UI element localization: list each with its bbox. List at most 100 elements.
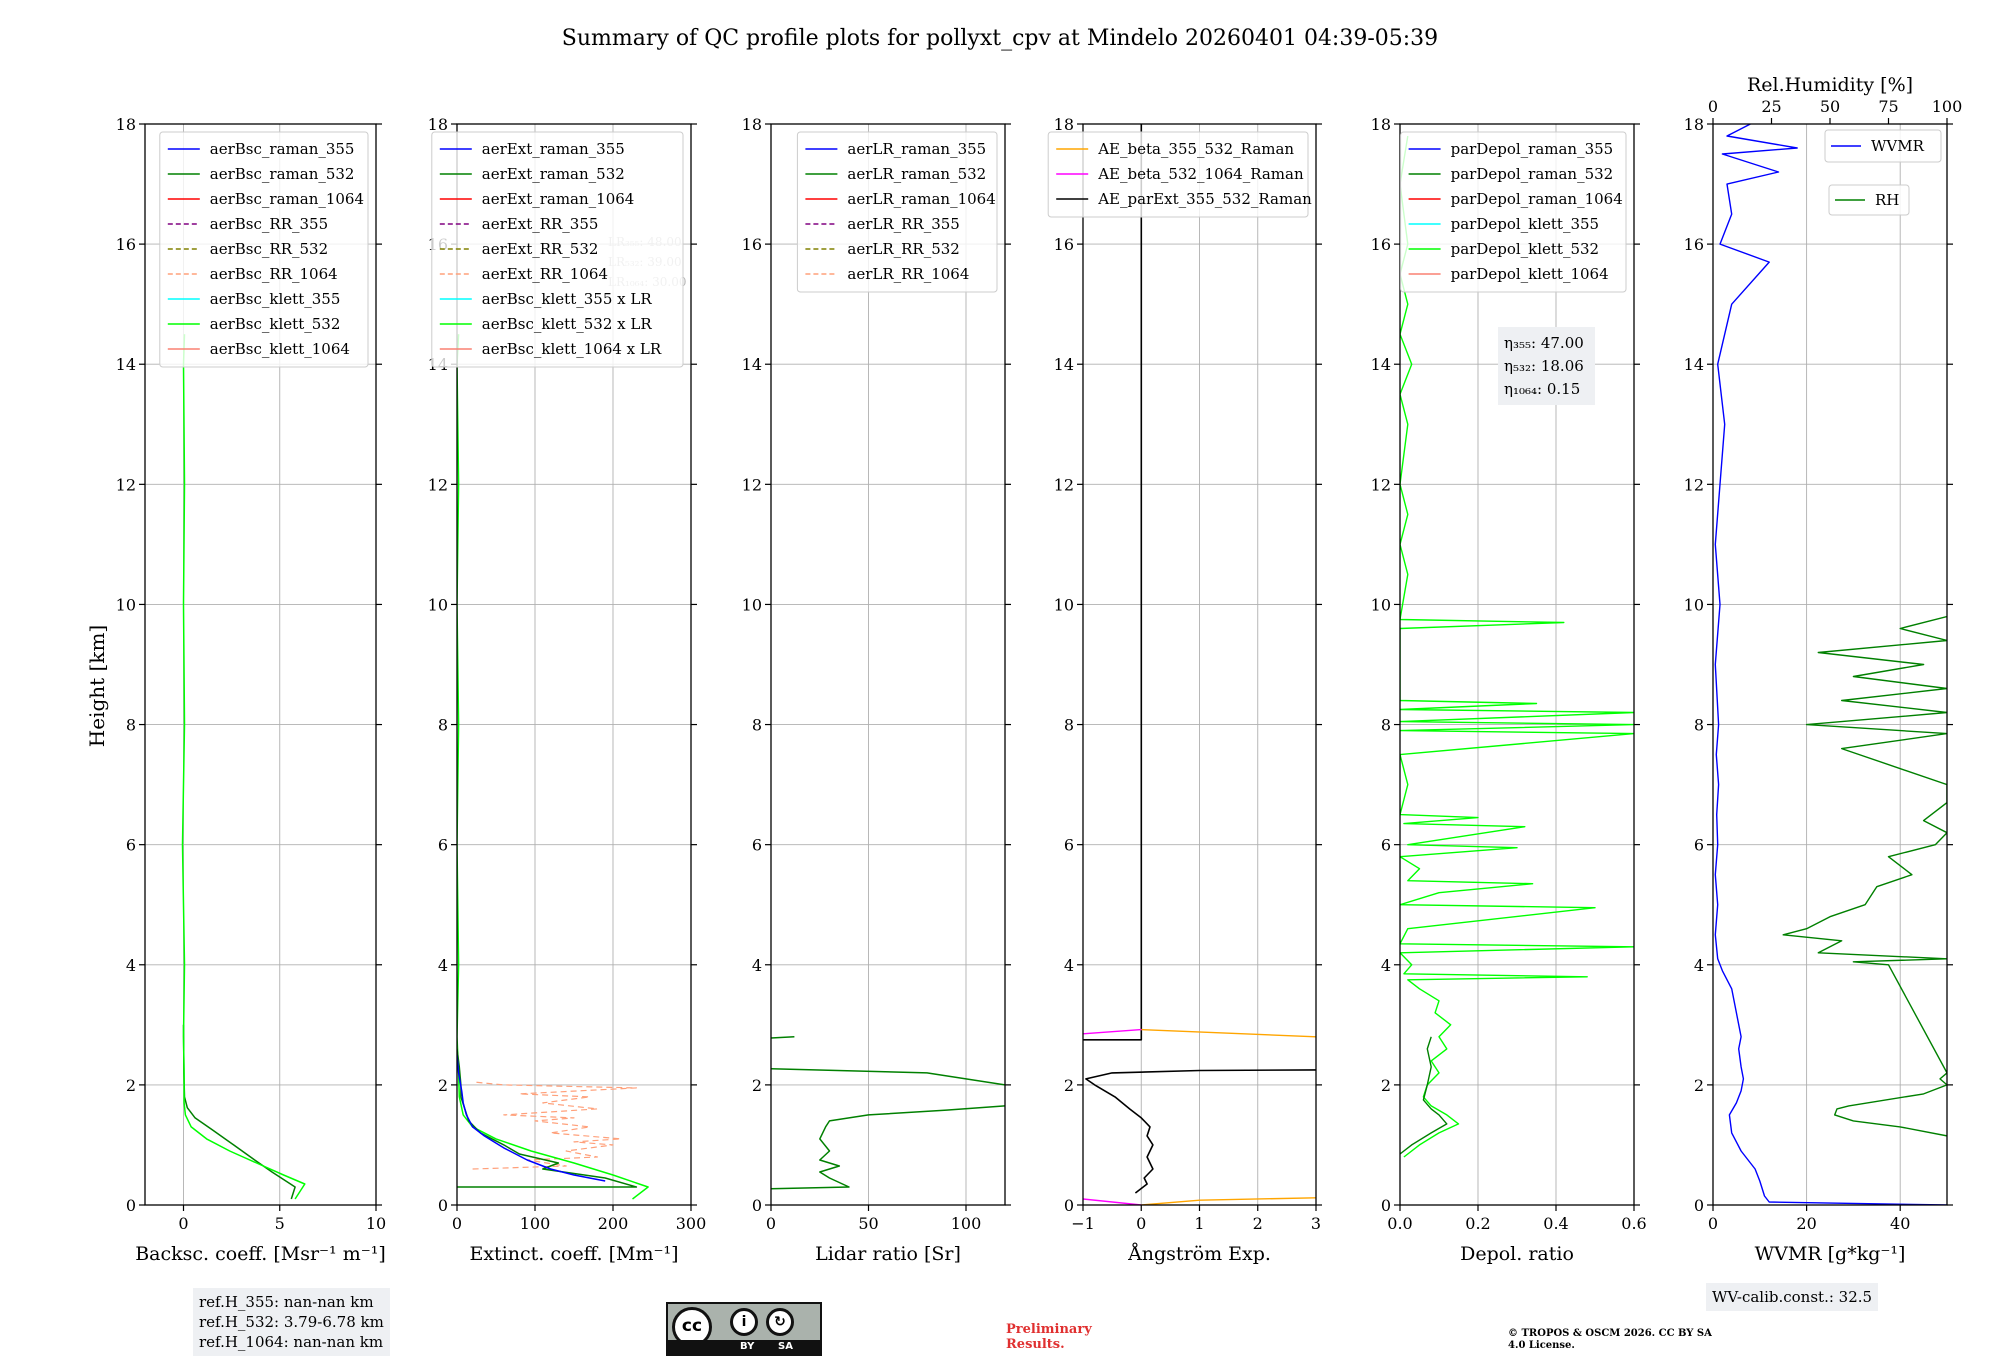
series-AE_parExt_355_532_Raman <box>1085 1069 1316 1194</box>
wv-calibration-box: WV-calib.const.: 32.5 <box>1706 1283 1879 1311</box>
legend-label: aerBsc_raman_1064 <box>210 190 364 208</box>
legend-box <box>796 131 998 293</box>
x-tick-label: 0 <box>452 1214 462 1233</box>
legend-label: aerLR_raman_1064 <box>847 190 995 208</box>
series-AE_parExt_355_532_Raman_upper <box>1083 124 1143 1041</box>
preliminary-results-note: Preliminary Results. <box>1006 1322 1092 1352</box>
legend-box <box>1047 131 1309 218</box>
legend-label: aerBsc_raman_355 <box>210 140 355 158</box>
series-aerLR_raman_532_top <box>771 1036 795 1039</box>
y-tick-label: 2 <box>1694 1076 1704 1095</box>
y-tick-label: 6 <box>752 836 762 855</box>
legend-label: aerExt_raman_355 <box>482 140 625 158</box>
x-tick-label: 100 <box>951 1214 982 1233</box>
legend-label: aerLR_raman_532 <box>847 165 986 183</box>
x-tick-label: 2 <box>1253 1214 1263 1233</box>
x-axis-label: Depol. ratio <box>1460 1243 1574 1265</box>
legend-label: aerBsc_klett_532 x LR <box>482 315 653 333</box>
y-tick-label: 8 <box>126 716 136 735</box>
x-tick-label: 50 <box>858 1214 878 1233</box>
series-RH <box>1782 615 1947 1137</box>
legend-label: aerBsc_klett_532 <box>210 315 341 333</box>
y-tick-label: 14 <box>116 355 136 374</box>
y-tick-label: 12 <box>742 475 762 494</box>
y-tick-label: 12 <box>1371 475 1391 494</box>
y-tick-label: 14 <box>1684 355 1704 374</box>
legend-label: parDepol_klett_355 <box>1451 215 1600 233</box>
y-tick-label: 0 <box>1694 1196 1704 1215</box>
legend-box <box>431 131 684 368</box>
y-tick-label: 18 <box>1371 115 1391 134</box>
x-axis-label: Extinct. coeff. [Mm⁻¹] <box>469 1243 678 1265</box>
panel-backscatter: 0 2 4 6 8 10 12 14 16 18 0 5 10 Backsc. coeff. [Msr⁻¹… <box>116 115 387 1265</box>
legend-label: aerExt_RR_532 <box>482 240 599 258</box>
y-tick-label: 18 <box>116 115 136 134</box>
legend-label: aerExt_RR_355 <box>482 215 599 233</box>
x2-tick-label: 0 <box>1708 97 1718 116</box>
legend-label: parDepol_klett_1064 <box>1451 265 1609 283</box>
y-tick-label: 10 <box>1371 595 1391 614</box>
sa-label: SA <box>778 1341 793 1352</box>
copyright-note: © TROPOS & OSCM 2026. CC BY SA 4.0 Licen… <box>1508 1328 1712 1351</box>
legend-label: aerLR_RR_355 <box>847 215 959 233</box>
attribution-icon: i <box>730 1308 758 1336</box>
y-tick-label: 2 <box>1064 1076 1074 1095</box>
x-axis-label: WVMR [g*kg⁻¹] <box>1755 1243 1906 1265</box>
legend-box <box>1824 129 1942 163</box>
y-tick-label: 18 <box>428 115 448 134</box>
y-tick-label: 14 <box>1054 355 1074 374</box>
y-tick-label: 2 <box>1381 1076 1391 1095</box>
y-tick-label: 16 <box>1371 235 1391 254</box>
series-parDepol_klett_532 <box>1400 135 1634 1158</box>
x-tick-label: 0 <box>766 1214 776 1233</box>
legend-label: AE_beta_355_532_Raman <box>1097 140 1294 158</box>
x-tick-label: 0.0 <box>1387 1214 1412 1233</box>
ref-height-1064: ref.H_1064: nan-nan km <box>199 1333 384 1351</box>
y-tick-label: 16 <box>742 235 762 254</box>
y-tick-label: 6 <box>1381 836 1391 855</box>
y-tick-label: 0 <box>1381 1196 1391 1215</box>
y-tick-label: 8 <box>1694 716 1704 735</box>
series-AE_beta_355_532_Raman_upper <box>1141 1028 1316 1038</box>
series-aerBsc_klett_532 x LR <box>457 334 649 1200</box>
series-AE_beta_532_1064_Raman_upper <box>1083 1028 1142 1035</box>
x-tick-label: 100 <box>520 1214 551 1233</box>
y-tick-label: 6 <box>126 836 136 855</box>
x2-tick-label: 100 <box>1932 97 1963 116</box>
legend-label: AE_beta_532_1064_Raman <box>1097 165 1304 183</box>
legend-label: aerLR_RR_1064 <box>847 265 969 283</box>
x2-tick-label: 50 <box>1820 97 1840 116</box>
series-WVMR <box>1714 124 1947 1205</box>
series-group <box>1400 135 1634 1158</box>
legend-box <box>1828 184 1910 216</box>
y-tick-label: 0 <box>752 1196 762 1215</box>
legend-label: parDepol_raman_1064 <box>1451 190 1623 208</box>
y-tick-label: 2 <box>438 1076 448 1095</box>
x-tick-label: 200 <box>598 1214 629 1233</box>
reference-heights-box: ref.H_355: nan-nan km ref.H_532: 3.79-6.7… <box>193 1288 390 1356</box>
axes-frame <box>770 123 1006 1206</box>
x-tick-label: 40 <box>1890 1214 1910 1233</box>
y-tick-label: 12 <box>116 475 136 494</box>
x2-tick-label: 75 <box>1878 97 1898 116</box>
y-tick-label: 18 <box>1684 115 1704 134</box>
y-tick-label: 8 <box>438 716 448 735</box>
y-tick-label: 6 <box>438 836 448 855</box>
x-tick-label: 5 <box>275 1214 285 1233</box>
y-tick-label: 12 <box>1684 475 1704 494</box>
x-tick-label: 0.2 <box>1465 1214 1490 1233</box>
legend-box <box>1400 131 1627 293</box>
axes-frame <box>456 123 692 1206</box>
figure-title: Summary of QC profile plots for pollyxt_… <box>562 26 1438 51</box>
x-axis-label: Lidar ratio [Sr] <box>815 1243 961 1265</box>
x-tick-label: 0.6 <box>1621 1214 1646 1233</box>
x-tick-label: 20 <box>1796 1214 1816 1233</box>
panel-lidar_ratio: 0 2 4 6 8 10 12 14 16 18 0 50 100 Lidar ratio [Sr] aer… <box>742 115 1011 1265</box>
y-tick-label: 0 <box>438 1196 448 1215</box>
y-tick-label: 16 <box>116 235 136 254</box>
series-aerBsc_klett_532 <box>181 334 306 1200</box>
share-alike-icon: ↻ <box>766 1308 794 1336</box>
